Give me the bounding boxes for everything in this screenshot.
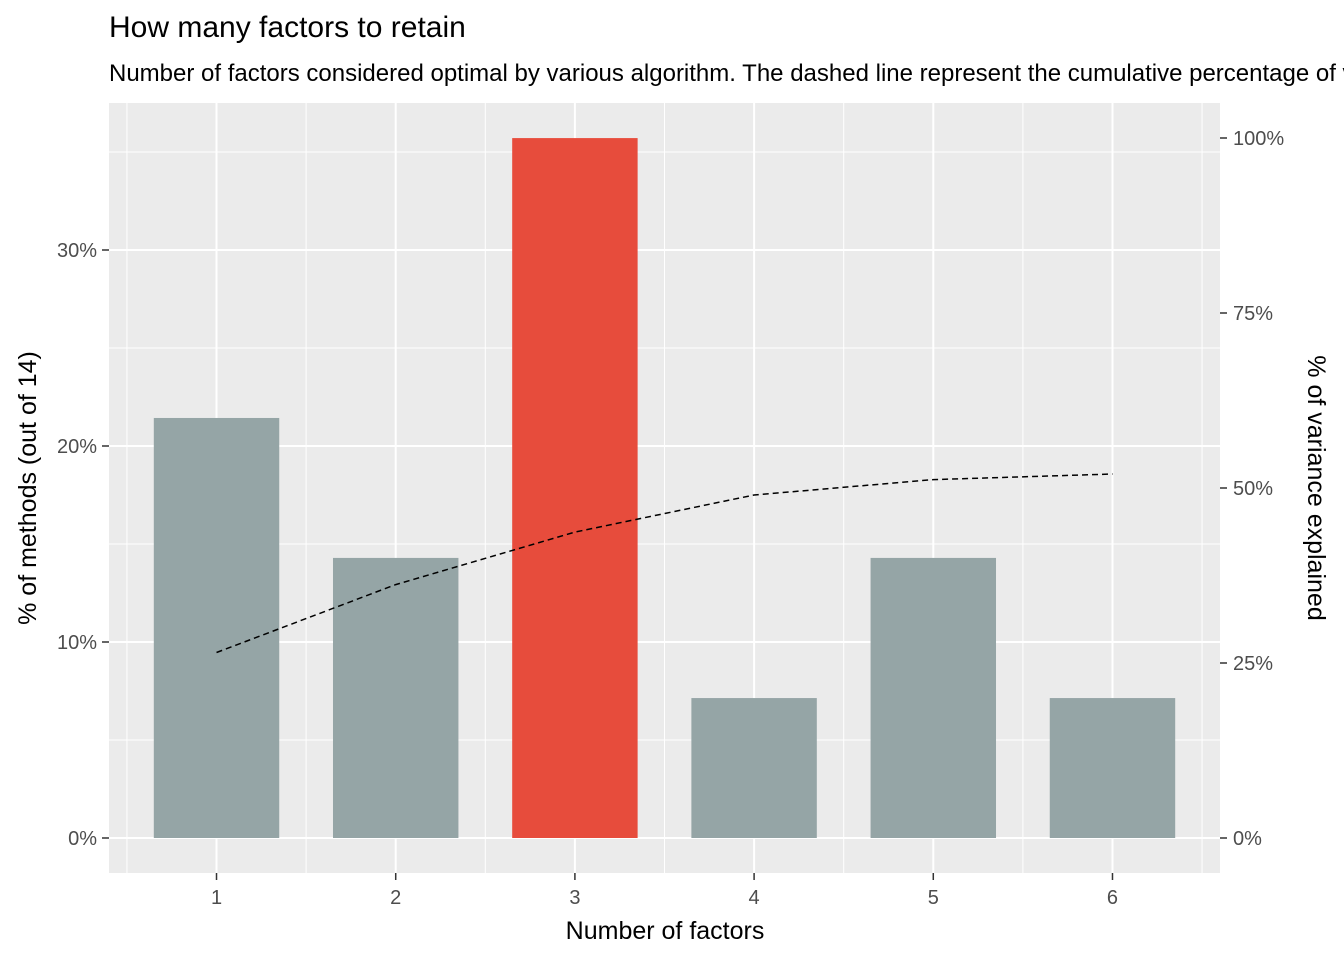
x-tick-label: 1 — [211, 887, 222, 909]
bar-6 — [1049, 698, 1176, 839]
bar-2 — [332, 557, 459, 839]
x-tick-label: 3 — [569, 887, 580, 909]
chart-subtitle: Number of factors considered optimal by … — [109, 60, 1344, 87]
y2-tick-label: 50% — [1233, 478, 1273, 500]
axes: 0% 10% 20% 30% 1 2 3 4 5 6 0% 25% 50% 75% 100% — [57, 128, 1284, 909]
y-tick-label: 0% — [68, 828, 97, 850]
x-tick-label: 2 — [390, 887, 401, 909]
y-tick-label: 10% — [57, 632, 97, 654]
x-tick-label: 4 — [749, 887, 760, 909]
y2-tick-label: 75% — [1233, 303, 1273, 325]
y2-tick-label: 0% — [1233, 828, 1262, 850]
bar-1 — [153, 417, 280, 839]
x-axis-title: Number of factors — [566, 917, 765, 945]
y-tick-label: 20% — [57, 436, 97, 458]
x-tick-label: 6 — [1107, 887, 1118, 909]
y2-tick-label: 100% — [1233, 128, 1284, 150]
y-tick-label: 30% — [57, 240, 97, 262]
x-tick-label: 5 — [928, 887, 939, 909]
y2-tick-label: 25% — [1233, 653, 1273, 675]
y-axis-title: % of methods (out of 14) — [14, 351, 42, 625]
variance-line-path — [216, 473, 1113, 654]
chart-title: How many factors to retain — [109, 11, 466, 44]
bar-3 — [512, 138, 638, 839]
bar-5 — [870, 557, 997, 839]
bar-4 — [691, 698, 817, 839]
bars — [153, 138, 1176, 839]
y2-axis-title: % of variance explained — [1302, 355, 1330, 620]
variance-line — [216, 473, 1113, 654]
